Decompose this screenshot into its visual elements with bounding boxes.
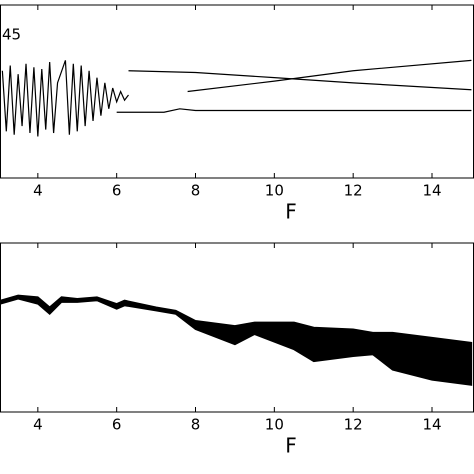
x-tick-label: 4 (33, 182, 43, 200)
data-line (187, 59, 472, 93)
x-axis-label: F (285, 200, 297, 224)
x-tick-label: 12 (344, 182, 363, 200)
annotation: 45 (2, 26, 21, 44)
x-tick-label: 10 (265, 416, 284, 434)
data-band (0, 294, 473, 386)
x-tick-label: 6 (112, 182, 122, 200)
x-tick-label: 14 (422, 182, 441, 200)
x-tick-label: 14 (422, 416, 441, 434)
x-tick-label: 8 (191, 416, 201, 434)
x-tick-label: 10 (265, 182, 284, 200)
x-tick-label: 8 (191, 182, 201, 200)
data-line (116, 108, 472, 113)
data-line (128, 70, 472, 91)
x-tick-label: 4 (33, 416, 43, 434)
x-axis-label: F (285, 434, 297, 458)
x-tick-label: 12 (344, 416, 363, 434)
x-tick-label: 6 (112, 416, 122, 434)
data-line (1, 60, 129, 137)
